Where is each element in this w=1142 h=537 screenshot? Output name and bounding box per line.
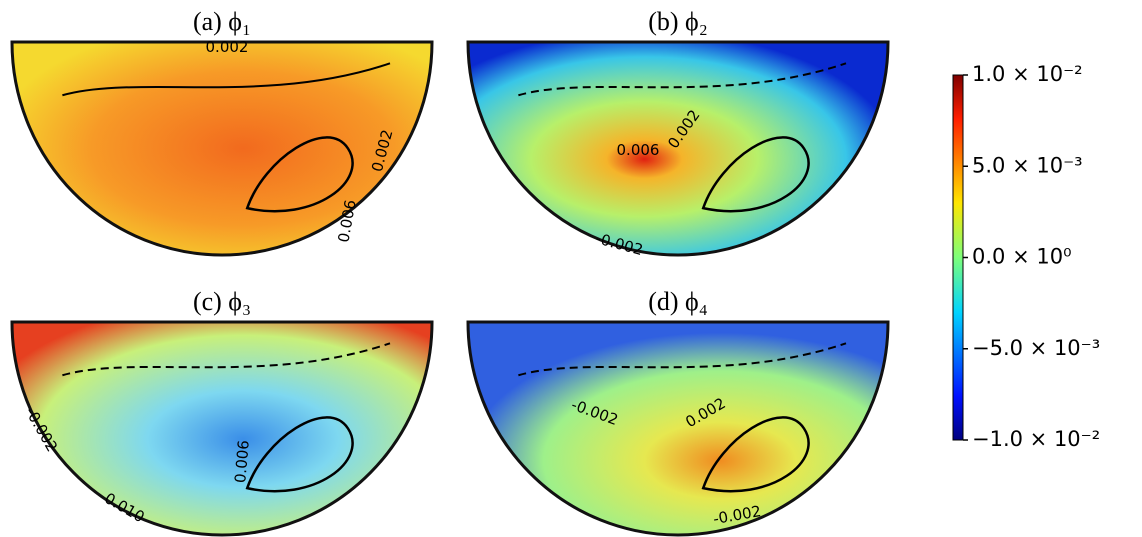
field — [12, 322, 432, 535]
outline — [466, 320, 890, 537]
colorbar — [952, 74, 964, 441]
contour — [62, 342, 391, 377]
contour — [518, 342, 847, 377]
field — [12, 42, 432, 255]
field — [468, 322, 888, 535]
colorbar-tick-label: −1.0 × 10⁻² — [972, 427, 1100, 451]
contour — [62, 62, 391, 97]
outline — [10, 40, 434, 257]
contour-label: 0.006 — [617, 141, 660, 159]
outline — [10, 320, 434, 537]
panel-title: (c) ϕ₃ — [193, 287, 251, 316]
panel-title: (d) ϕ₄ — [648, 287, 708, 316]
contour-label: 0.002 — [206, 38, 249, 56]
colorbar-tick-label: 0.0 × 10⁰ — [972, 245, 1071, 269]
outline — [466, 40, 890, 257]
panel: (d) ϕ₄-0.002 0.002-0.002 — [466, 287, 890, 537]
contour — [245, 416, 354, 493]
colorbar-tick-label: 1.0 × 10⁻² — [972, 62, 1083, 86]
colorbar-tick-label: −5.0 × 10⁻³ — [972, 336, 1100, 360]
contour — [701, 416, 810, 493]
panel-title: (b) ϕ₂ — [648, 7, 708, 36]
contour — [245, 136, 354, 213]
contour — [518, 62, 847, 97]
contour-label: 0.006 — [231, 439, 253, 483]
panel-title: (a) ϕ₁ — [193, 7, 251, 36]
contour — [701, 136, 810, 213]
colorbar-tick-label: 5.0 × 10⁻³ — [972, 153, 1083, 177]
field — [468, 42, 888, 255]
colorbar-ticks: 1.0 × 10⁻² 5.0 × 10⁻³ 0.0 × 10⁰ −5.0 × 10⁻³… — [963, 62, 1100, 451]
